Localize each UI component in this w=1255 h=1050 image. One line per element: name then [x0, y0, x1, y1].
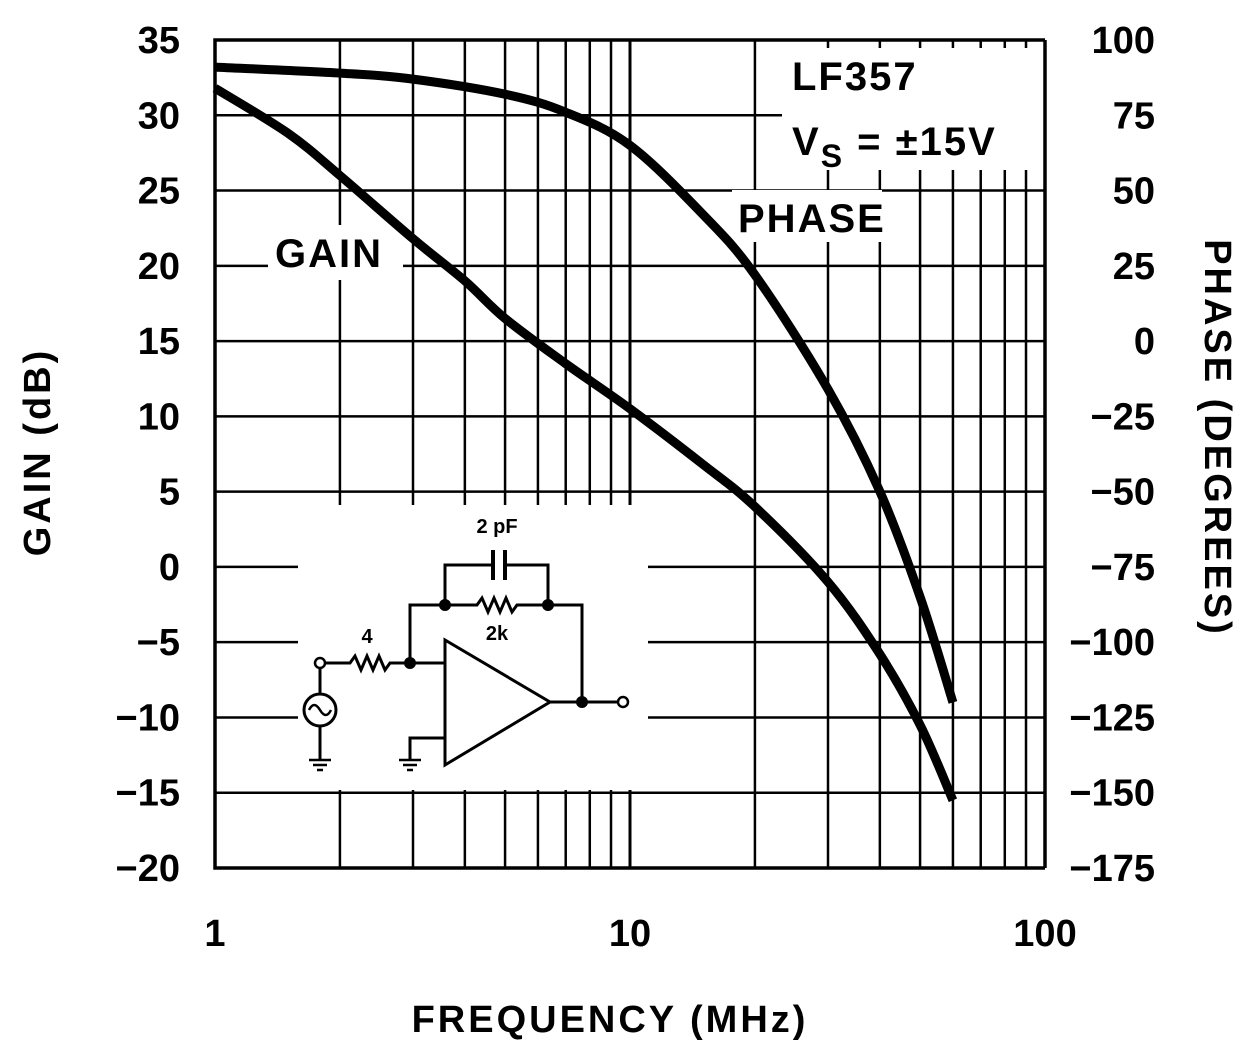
node-dot-fb-right: [542, 599, 554, 611]
capacitor-branch-right: [505, 563, 550, 605]
ground-symbol-opamp: [399, 758, 421, 772]
y2-tick-label: 25: [1113, 246, 1155, 288]
y-tick-label: −5: [137, 622, 180, 664]
sine-icon: [307, 703, 333, 717]
node-dot-input: [404, 657, 416, 669]
supply-subscript: S: [821, 138, 844, 174]
series-gain-line: [212, 84, 958, 803]
supply-label: VS = ±15V: [792, 120, 997, 174]
y-tick-label: 15: [138, 321, 180, 363]
series-layer: [212, 62, 958, 803]
feedback-wire: [408, 594, 584, 702]
x-tick-label: 100: [1013, 913, 1076, 955]
phase-ticks: 100 75 50 25 0 −25 −50 −75 −100 −125 −150 −175: [1069, 20, 1155, 890]
plot-frame: [213, 38, 1047, 870]
label-backgrounds: [268, 48, 1045, 790]
input-terminal: [313, 656, 327, 670]
supply-main: V: [792, 120, 821, 164]
x-axis-label: FREQUENCY (MHz): [412, 999, 809, 1041]
ground-symbol-source: [309, 758, 331, 772]
y2-tick-label: −125: [1069, 697, 1155, 739]
frequency-ticks: 1 10 100: [204, 913, 1076, 955]
y2-tick-label: −175: [1069, 848, 1155, 890]
y2-axis-label: PHASE (DEGREES): [1196, 239, 1238, 637]
grid-lines: [215, 40, 1045, 868]
label-background: [782, 48, 1045, 170]
output-terminal: [616, 695, 630, 709]
y2-tick-label: −100: [1069, 622, 1155, 664]
test-circuit-schematic: 2 pF 2k 4: [302, 516, 630, 772]
y2-tick-label: 50: [1113, 171, 1155, 213]
capacitor-label: 2 pF: [476, 516, 517, 538]
y2-tick-label: −75: [1091, 547, 1155, 589]
axes-frame: [213, 38, 1045, 870]
y-axis-label: GAIN (dB): [17, 348, 59, 557]
gain-ticks: 35 30 25 20 15 10 5 0 −5 −10 −15 −20: [116, 20, 180, 890]
series-phase-line: [214, 62, 958, 704]
y-tick-label: −20: [116, 848, 180, 890]
op-amp-symbol: [443, 637, 553, 768]
gain-curve-label: GAIN: [275, 232, 383, 276]
capacitor-branch: [443, 563, 493, 605]
y2-tick-label: 75: [1113, 95, 1155, 137]
node-dot-fb-left: [439, 599, 451, 611]
signal-source: [302, 692, 338, 728]
y-tick-label: 10: [138, 396, 180, 438]
y2-tick-label: −150: [1069, 773, 1155, 815]
y2-tick-label: 0: [1134, 321, 1155, 363]
y-tick-label: 30: [138, 95, 180, 137]
y-tick-label: 0: [159, 547, 180, 589]
y-tick-label: 25: [138, 171, 180, 213]
feedback-resistor-label: 2k: [486, 623, 509, 645]
input-resistor-label: 4: [361, 626, 373, 648]
supply-value: = ±15V: [844, 120, 997, 164]
y-tick-label: 35: [138, 20, 180, 62]
label-background: [732, 190, 882, 242]
ground-wire: [408, 736, 445, 760]
phase-curve-label: PHASE: [738, 197, 886, 241]
y-tick-label: −15: [116, 773, 180, 815]
part-number-label: LF357: [792, 55, 918, 99]
y-tick-label: 5: [159, 472, 180, 514]
y-tick-label: 20: [138, 246, 180, 288]
y2-tick-label: −50: [1091, 472, 1155, 514]
y2-tick-label: 100: [1092, 20, 1155, 62]
input-wire: [320, 652, 445, 674]
label-background: [298, 505, 648, 790]
y2-tick-label: −25: [1091, 396, 1155, 438]
y-tick-label: −10: [116, 697, 180, 739]
x-tick-label: 1: [204, 913, 225, 955]
x-tick-label: 10: [609, 913, 651, 955]
node-dot-output: [576, 696, 588, 708]
label-background: [268, 225, 403, 280]
